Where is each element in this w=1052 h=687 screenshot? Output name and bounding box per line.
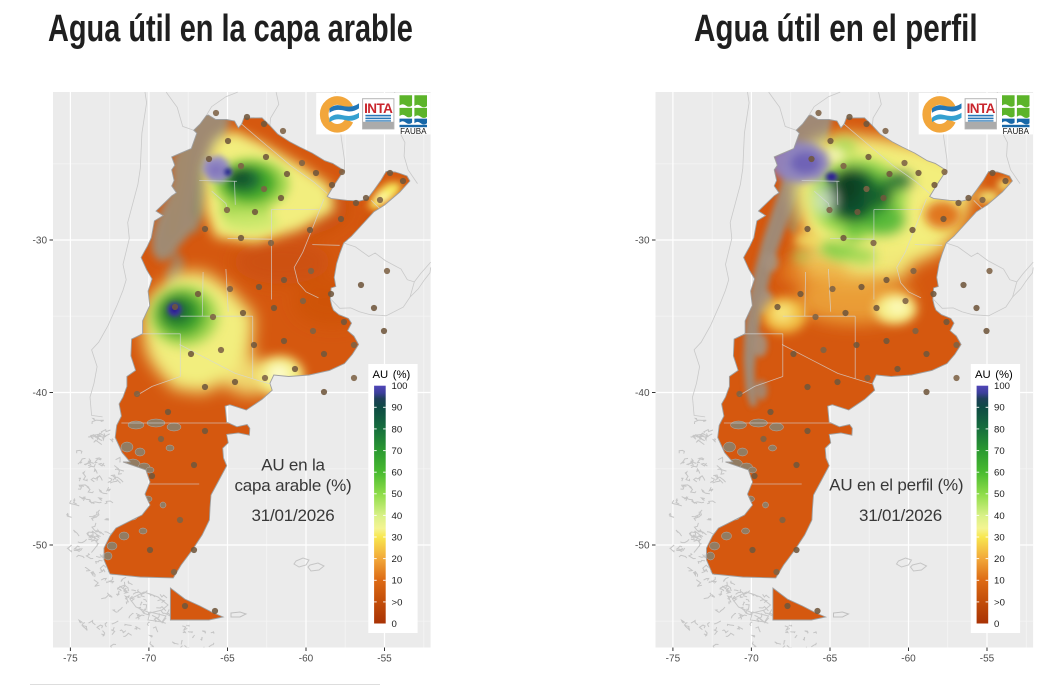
svg-text:50: 50: [392, 489, 403, 500]
svg-text:-55: -55: [980, 654, 995, 665]
svg-text:80: 80: [392, 424, 403, 435]
svg-text:-65: -65: [220, 654, 235, 665]
svg-text:-75: -75: [666, 654, 681, 665]
svg-text:0: 0: [392, 619, 397, 630]
svg-text:-60: -60: [901, 654, 916, 665]
svg-text:60: 60: [994, 468, 1005, 479]
svg-text:FAUBA: FAUBA: [1003, 127, 1030, 136]
svg-text:100: 100: [392, 381, 408, 392]
svg-text:INTA: INTA: [967, 101, 996, 116]
svg-text:60: 60: [392, 468, 403, 479]
svg-text:10: 10: [994, 576, 1005, 587]
svg-text:capa arable (%): capa arable (%): [234, 476, 351, 495]
svg-text:20: 20: [392, 554, 403, 565]
svg-text:-50: -50: [33, 541, 48, 552]
svg-text:AU (%): AU (%): [975, 369, 1013, 381]
svg-text:100: 100: [994, 381, 1010, 392]
svg-text:AU en el perfil (%): AU en el perfil (%): [829, 476, 963, 495]
svg-text:FAUBA: FAUBA: [400, 127, 427, 136]
svg-text:-65: -65: [823, 654, 838, 665]
svg-text:50: 50: [994, 489, 1005, 500]
svg-text:-30: -30: [33, 236, 48, 247]
svg-text:30: 30: [994, 532, 1005, 543]
svg-text:-40: -40: [33, 388, 48, 399]
svg-text:-70: -70: [142, 654, 157, 665]
svg-text:70: 70: [392, 446, 403, 457]
svg-text:10: 10: [392, 576, 403, 587]
svg-text:-40: -40: [635, 388, 650, 399]
svg-text:AU (%): AU (%): [373, 369, 411, 381]
svg-text:40: 40: [994, 511, 1005, 522]
svg-text:AU en la: AU en la: [261, 455, 325, 474]
svg-text:31/01/2026: 31/01/2026: [859, 506, 942, 525]
svg-text:30: 30: [392, 532, 403, 543]
svg-text:-30: -30: [635, 236, 650, 247]
svg-text:-55: -55: [377, 654, 392, 665]
svg-text:90: 90: [994, 403, 1005, 414]
svg-text:80: 80: [994, 424, 1005, 435]
svg-text:-60: -60: [299, 654, 314, 665]
svg-text:0: 0: [994, 619, 999, 630]
svg-text:70: 70: [994, 446, 1005, 457]
svg-text:31/01/2026: 31/01/2026: [251, 506, 334, 525]
svg-text:-70: -70: [744, 654, 759, 665]
svg-text:-50: -50: [635, 541, 650, 552]
svg-text:20: 20: [994, 554, 1005, 565]
svg-text:INTA: INTA: [364, 101, 393, 116]
svg-text:-75: -75: [63, 654, 78, 665]
svg-text:>0: >0: [994, 597, 1005, 608]
svg-text:>0: >0: [392, 597, 403, 608]
svg-text:90: 90: [392, 403, 403, 414]
svg-text:40: 40: [392, 511, 403, 522]
